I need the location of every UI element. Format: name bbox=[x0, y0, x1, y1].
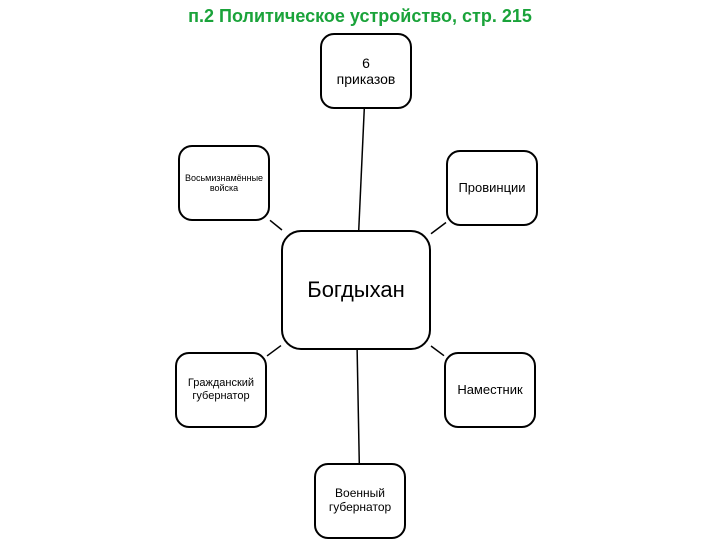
outer-node-left-lower: Гражданскийгубернатор bbox=[175, 352, 267, 428]
edge bbox=[357, 350, 359, 463]
outer-node-bottom: Военныйгубернатор bbox=[314, 463, 406, 539]
edge bbox=[359, 109, 365, 230]
outer-node-right-upper: Провинции bbox=[446, 150, 538, 226]
outer-node-right-lower: Наместник bbox=[444, 352, 536, 428]
outer-node-left-upper: Восьмизнамённыевойска bbox=[178, 145, 270, 221]
edge bbox=[267, 346, 281, 356]
edge bbox=[270, 220, 282, 230]
outer-node-top: 6приказов bbox=[320, 33, 412, 109]
edge bbox=[431, 223, 446, 234]
edge bbox=[431, 346, 444, 356]
center-node: Богдыхан bbox=[281, 230, 431, 350]
page-title: п.2 Политическое устройство, стр. 215 bbox=[0, 6, 720, 27]
